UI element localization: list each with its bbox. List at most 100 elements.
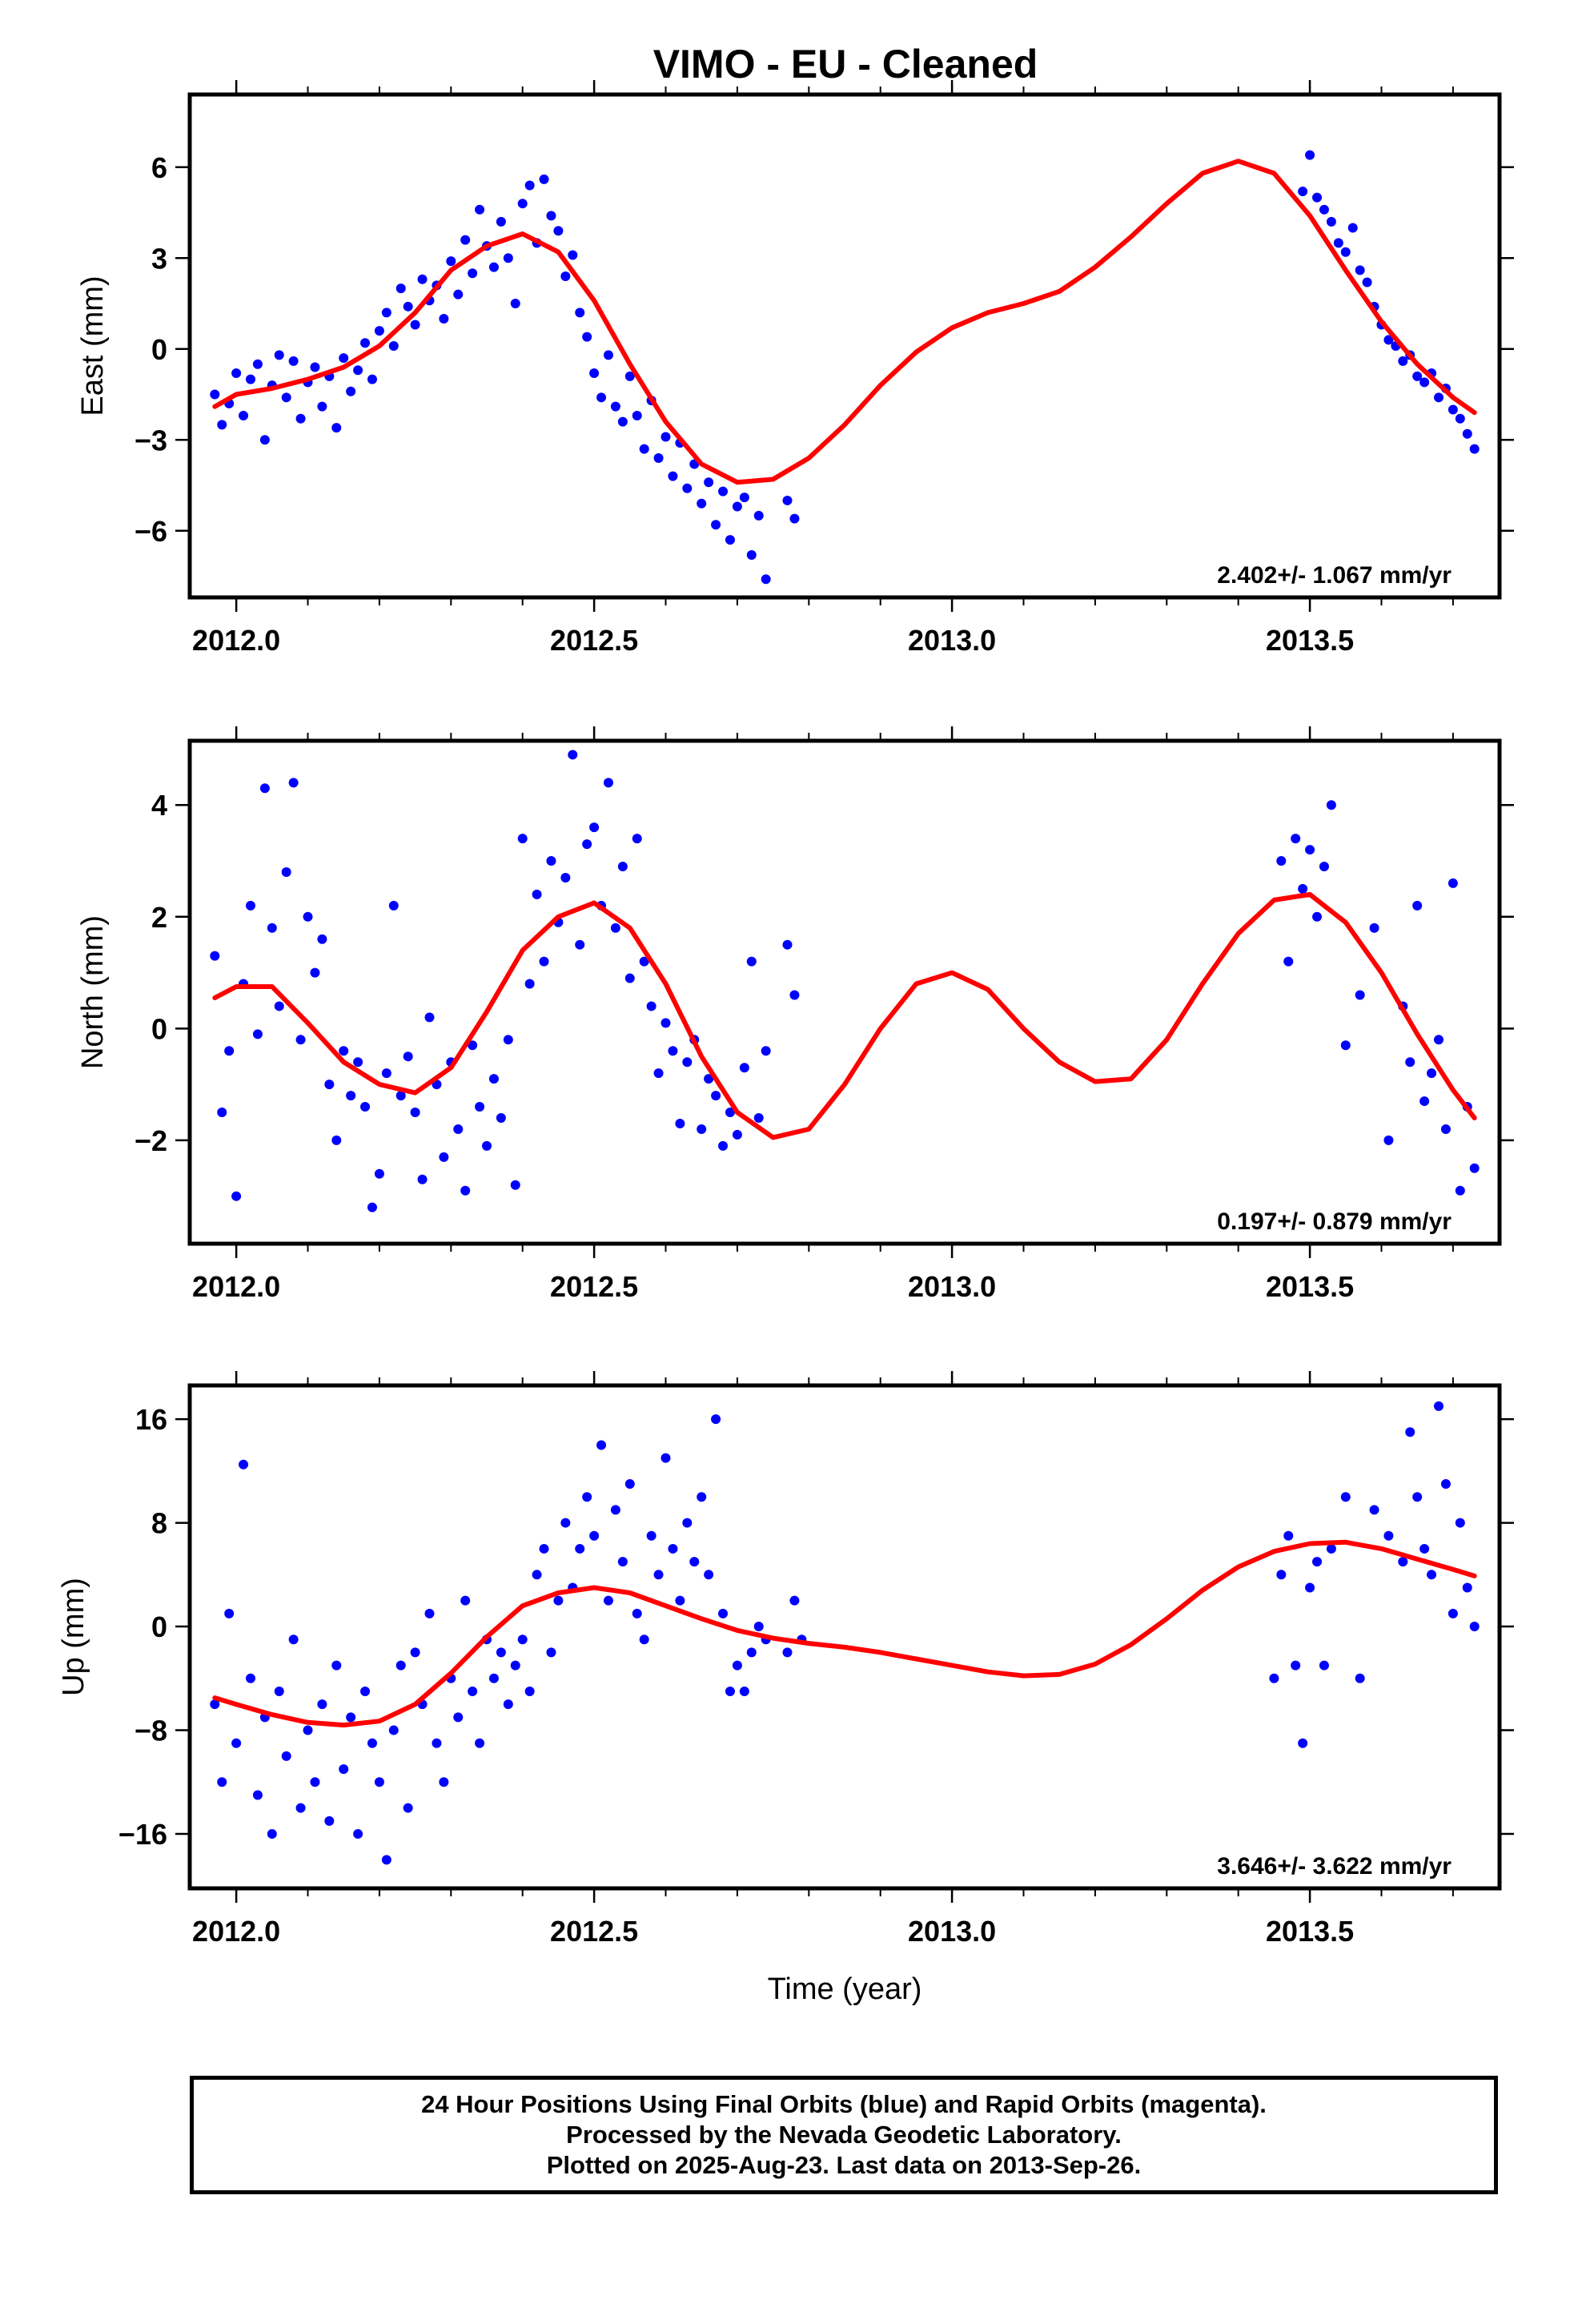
data-point xyxy=(410,320,420,330)
model-curve xyxy=(212,891,1477,1140)
data-point xyxy=(374,1777,384,1787)
data-point xyxy=(539,174,549,184)
data-point xyxy=(603,1595,613,1606)
y-axis-label: North (mm) xyxy=(76,915,110,1069)
data-point xyxy=(410,1108,420,1118)
panel-0: 2012.0 2012.5 2013.0 2013.5 −6 −3 0 3 6 East (mm)… xyxy=(76,80,1514,657)
data-point xyxy=(718,1608,729,1618)
data-point xyxy=(632,411,642,421)
data-point xyxy=(575,308,585,318)
data-point xyxy=(603,350,613,360)
data-point xyxy=(524,1686,535,1696)
data-point xyxy=(360,1102,371,1112)
data-point xyxy=(1355,265,1365,275)
data-point xyxy=(403,1803,413,1813)
data-point xyxy=(732,1660,742,1671)
x-tick-label: 2012.5 xyxy=(550,624,638,657)
data-point xyxy=(568,250,578,260)
data-point xyxy=(1298,187,1308,197)
data-point xyxy=(1340,1040,1351,1051)
data-point xyxy=(1462,1582,1472,1593)
data-point xyxy=(252,359,263,369)
data-point xyxy=(503,1035,513,1045)
data-point xyxy=(632,1608,642,1618)
data-point xyxy=(1291,1660,1301,1671)
panel-1: 2012.0 2012.5 2013.0 2013.5 −2 0 2 4 North (mm) 0… xyxy=(76,726,1514,1303)
data-point xyxy=(1312,192,1323,203)
data-point xyxy=(346,386,356,396)
data-point xyxy=(610,923,620,933)
data-point xyxy=(1305,1582,1315,1593)
data-point xyxy=(339,353,349,364)
data-point xyxy=(704,477,714,488)
data-point xyxy=(697,1492,707,1502)
data-point xyxy=(468,1686,478,1696)
data-point xyxy=(503,1699,513,1710)
data-point xyxy=(1447,404,1458,415)
data-point xyxy=(1319,204,1329,215)
data-point xyxy=(210,951,220,961)
data-point xyxy=(661,1018,671,1028)
data-point xyxy=(1340,247,1351,257)
data-point xyxy=(711,1414,721,1425)
x-tick-label: 2013.5 xyxy=(1266,1915,1354,1948)
data-point xyxy=(646,1001,656,1011)
data-point xyxy=(1434,392,1444,403)
data-point xyxy=(274,1001,284,1011)
data-point xyxy=(496,216,506,227)
data-point xyxy=(496,1113,506,1123)
data-point xyxy=(1291,834,1301,844)
x-tick-label: 2013.5 xyxy=(1266,1270,1354,1303)
data-point xyxy=(317,1699,327,1710)
data-point xyxy=(524,979,535,989)
data-point xyxy=(510,1180,520,1190)
y-tick-label: 3 xyxy=(151,242,167,275)
data-point xyxy=(610,1505,620,1515)
panel-2: 2012.0 2012.5 2013.0 2013.5 −16 −8 0 8 16 Up (mm)… xyxy=(57,1371,1514,2006)
data-point xyxy=(381,1068,391,1079)
data-point xyxy=(1440,1124,1451,1134)
data-point xyxy=(682,483,693,493)
data-point xyxy=(1283,956,1294,967)
data-point xyxy=(589,822,600,833)
data-point xyxy=(403,301,413,312)
data-point xyxy=(639,956,649,967)
data-point xyxy=(288,1634,299,1645)
data-point xyxy=(739,493,749,503)
data-point xyxy=(639,444,649,454)
data-point xyxy=(596,1440,607,1450)
data-point xyxy=(410,1647,420,1658)
data-point xyxy=(475,1738,485,1748)
data-point xyxy=(239,411,249,421)
data-point xyxy=(274,1686,284,1696)
data-point xyxy=(381,308,391,318)
data-point xyxy=(245,1673,255,1683)
data-point xyxy=(718,486,729,497)
data-point xyxy=(704,1570,714,1580)
x-tick-label: 2013.0 xyxy=(908,624,996,657)
data-point xyxy=(1383,1135,1394,1145)
data-point xyxy=(475,204,485,215)
data-point xyxy=(317,401,327,412)
data-point xyxy=(1340,1492,1351,1502)
data-point xyxy=(675,1595,685,1606)
data-point xyxy=(753,1113,764,1123)
data-point xyxy=(367,1202,377,1212)
data-point xyxy=(339,1764,349,1775)
data-point xyxy=(274,350,284,360)
data-point xyxy=(617,1557,628,1567)
data-point xyxy=(761,1046,771,1056)
data-point xyxy=(1469,1163,1480,1173)
data-point xyxy=(517,1634,528,1645)
footer-line-dates: Plotted on 2025-Aug-23. Last data on 201… xyxy=(546,2151,1142,2179)
data-point xyxy=(624,371,635,381)
x-tick-label: 2012.0 xyxy=(192,624,280,657)
data-point xyxy=(546,856,556,866)
data-point xyxy=(453,1124,464,1134)
data-point xyxy=(524,180,535,191)
data-point xyxy=(424,1608,435,1618)
data-point xyxy=(259,435,270,445)
data-point xyxy=(475,1102,485,1112)
data-point xyxy=(281,866,291,877)
